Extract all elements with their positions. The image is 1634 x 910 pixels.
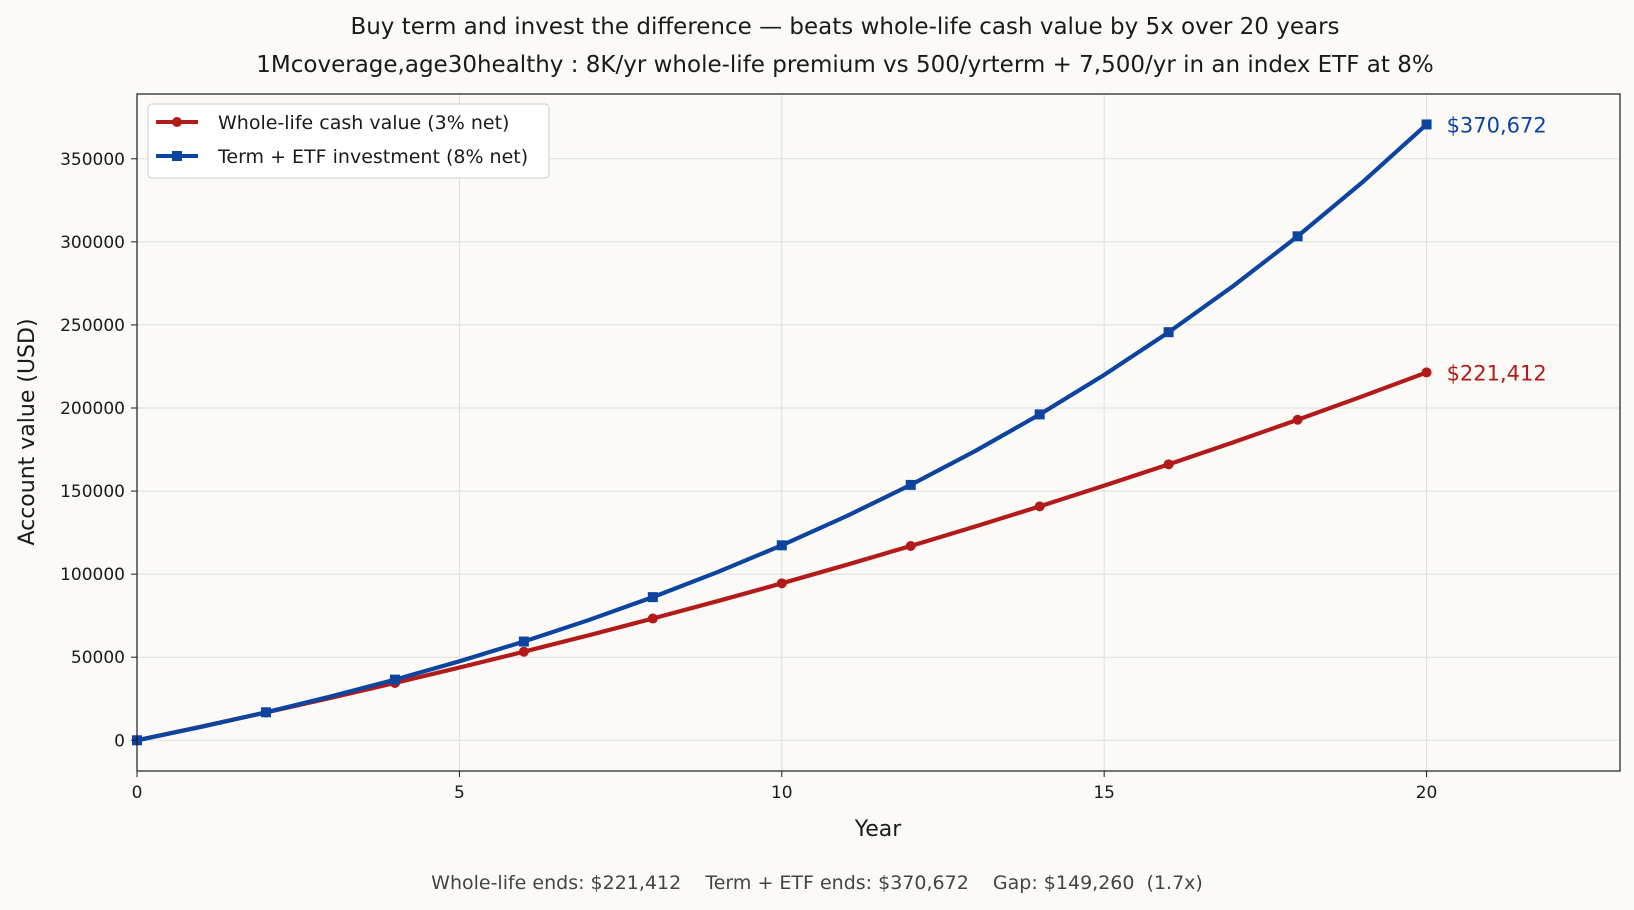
data-point-term-etf	[518, 636, 529, 647]
grid-lines	[136, 94, 1620, 771]
chart-subtitle: 1Mcoverage,age30healthy : 8K/yr whole-li…	[256, 52, 1433, 78]
data-point-whole-life	[1163, 459, 1174, 470]
y-tick-label: 150000	[60, 482, 125, 502]
y-tick-label: 250000	[60, 316, 125, 336]
legend-box	[147, 103, 550, 179]
data-point-whole-life	[1421, 367, 1432, 378]
data-point-term-etf	[1163, 327, 1174, 338]
data-point-term-etf	[260, 707, 271, 718]
y-tick-label: 0	[114, 731, 125, 751]
x-tick-label: 20	[1416, 783, 1438, 803]
data-point-term-etf	[1421, 119, 1432, 130]
plot-background	[137, 94, 1620, 771]
legend: Whole-life cash value (3% net) Term + ET…	[147, 103, 550, 179]
axis-ticks: 0 5 10 15 20 0 50000 100000 150000 200000 250000 30…	[60, 150, 1437, 803]
end-value-label-term-etf: $370,672	[1447, 113, 1547, 137]
x-tick-label: 5	[454, 783, 465, 803]
y-tick-label: 350000	[60, 150, 125, 170]
x-tick-label: 10	[771, 783, 793, 803]
data-point-term-etf	[905, 479, 916, 490]
data-point-term-etf	[647, 592, 658, 603]
series-layer: $221,412 $370,672	[132, 113, 1547, 746]
plot-area: $221,412 $370,672 0 5 10 15 20 0 50000 100000 150…	[60, 93, 1621, 803]
legend-label-whole-life: Whole-life cash value (3% net)	[218, 112, 509, 134]
y-tick-label: 300000	[60, 233, 125, 253]
chart-title: Buy term and invest the difference — bea…	[350, 14, 1339, 40]
x-tick-label: 15	[1093, 783, 1115, 803]
data-point-whole-life	[776, 578, 787, 589]
plot-frame	[136, 93, 1621, 772]
data-point-whole-life	[1292, 414, 1303, 425]
end-value-label-whole-life: $221,412	[1447, 361, 1547, 385]
data-point-term-etf	[776, 540, 787, 551]
data-point-whole-life	[1034, 501, 1045, 512]
x-axis-label: Year	[854, 817, 903, 842]
legend-marker-term-etf	[172, 151, 182, 161]
y-tick-label: 100000	[60, 565, 125, 585]
x-tick-label: 0	[132, 783, 143, 803]
y-tick-label: 200000	[60, 399, 125, 419]
data-point-term-etf	[389, 674, 400, 685]
y-axis-label: Account value (USD)	[15, 318, 40, 545]
data-point-term-etf	[1292, 231, 1303, 242]
data-point-whole-life	[518, 646, 529, 657]
data-point-whole-life	[905, 540, 916, 551]
footer-summary: Whole-life ends: $221,412 Term + ETF end…	[431, 872, 1203, 894]
data-point-term-etf	[1034, 409, 1045, 420]
data-point-whole-life	[647, 613, 658, 624]
y-tick-label: 50000	[71, 648, 125, 668]
legend-marker-whole-life	[172, 117, 182, 127]
legend-label-term-etf: Term + ETF investment (8% net)	[217, 146, 528, 168]
